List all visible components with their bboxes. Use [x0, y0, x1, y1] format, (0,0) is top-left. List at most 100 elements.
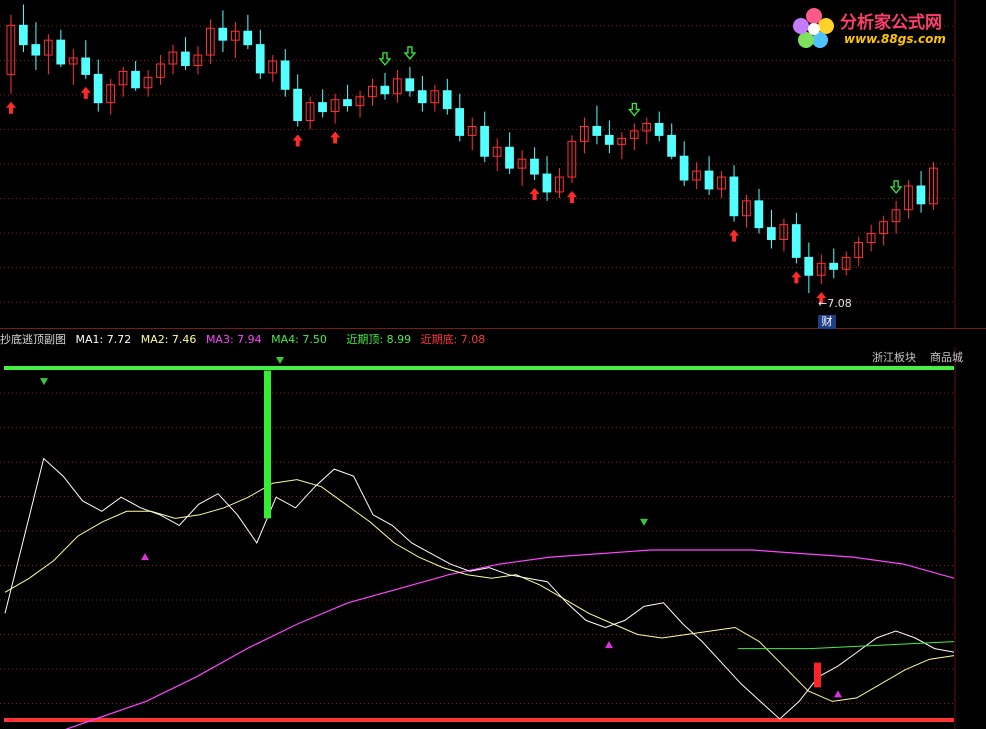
- candle-body: [355, 96, 365, 107]
- sell-triangle-icon: [40, 378, 48, 386]
- candle-body: [642, 122, 652, 132]
- sell-triangle-icon: [276, 356, 284, 364]
- candle-body: [766, 227, 776, 241]
- ma1-line: [4, 457, 955, 720]
- low-price-value: 7.08: [827, 297, 852, 310]
- candle-body: [791, 224, 801, 258]
- candle-body: [555, 176, 564, 193]
- site-name: 分析家公式网: [840, 13, 942, 33]
- candle-body: [617, 137, 627, 145]
- candle-body: [268, 60, 278, 74]
- candle-body: [742, 200, 751, 217]
- candle-body: [43, 39, 53, 56]
- buy-arrow-icon: [529, 188, 540, 201]
- candle-body: [430, 90, 440, 104]
- site-url: www.88gs.com: [844, 32, 946, 46]
- panel-divider[interactable]: [0, 328, 986, 329]
- candle-body: [392, 78, 402, 95]
- candle-body: [218, 27, 228, 41]
- candle-body: [505, 146, 514, 169]
- candle-body: [804, 256, 814, 276]
- sell-arrow-icon: [403, 46, 417, 60]
- buy-arrow-icon: [5, 101, 16, 114]
- candle-body: [230, 30, 240, 41]
- price-chart[interactable]: [0, 0, 986, 328]
- near-bottom-readout: 近期底: 7.08: [420, 333, 486, 346]
- candle-body: [480, 125, 489, 157]
- ma1-readout: MA1: 7.72: [75, 333, 132, 346]
- buy-triangle-icon: [141, 553, 149, 561]
- candle-body: [679, 155, 689, 181]
- candle-body: [442, 90, 452, 110]
- candle-body: [816, 262, 826, 276]
- buy-arrow-icon: [80, 86, 91, 99]
- candle-body: [205, 27, 215, 56]
- sell-arrow-icon: [378, 52, 392, 66]
- candle-body: [754, 200, 764, 229]
- candle-body: [293, 88, 302, 122]
- candle-body: [343, 99, 352, 107]
- buy-arrow-icon: [816, 292, 827, 305]
- candle-body: [368, 85, 377, 98]
- candle-body: [31, 44, 41, 56]
- candle-body: [56, 39, 66, 65]
- flower-logo-icon: [793, 8, 834, 48]
- ma2-readout: MA2: 7.46: [140, 333, 197, 346]
- candle-body: [455, 108, 465, 136]
- candle-body: [717, 176, 726, 190]
- candle-body: [530, 158, 539, 175]
- candle-body: [866, 233, 876, 244]
- candle-body: [704, 170, 714, 190]
- candle-body: [156, 63, 165, 78]
- candle-body: [68, 57, 78, 65]
- candle-body: [417, 90, 427, 104]
- ma3-line: [64, 549, 955, 729]
- candle-body: [181, 51, 190, 66]
- candle-body: [81, 57, 91, 75]
- sector-tag[interactable]: 浙江板块: [872, 351, 916, 364]
- candle-body: [380, 85, 390, 95]
- candle-body: [829, 262, 839, 270]
- sell-triangle-icon: [640, 518, 648, 526]
- candle-body: [916, 185, 926, 205]
- bottom-signal-bar: [814, 662, 821, 688]
- candle-body: [654, 122, 664, 136]
- candle-body: [330, 99, 340, 113]
- candle-body: [106, 84, 115, 104]
- candle-body: [193, 54, 203, 66]
- candle-body: [854, 242, 863, 258]
- candle-body: [879, 221, 888, 235]
- candle-body: [667, 134, 676, 157]
- sell-arrow-icon: [627, 102, 641, 117]
- ma4-line: [738, 641, 955, 650]
- buy-triangle-icon: [605, 641, 613, 649]
- indicator-header: 抄底逃顶副图 MA1: 7.72 MA2: 7.46 MA3: 7.94 MA4…: [0, 331, 491, 347]
- near-top-readout: 近期顶: 8.99: [346, 333, 412, 346]
- candle-body: [243, 30, 253, 46]
- candle-body: [891, 209, 901, 223]
- candle-body: [729, 176, 739, 217]
- candle-body: [168, 51, 178, 65]
- ma2-line: [4, 479, 955, 702]
- candle-body: [604, 134, 614, 145]
- top-signal-bar: [264, 370, 271, 519]
- sell-arrow-icon: [889, 180, 903, 194]
- candle-body: [467, 125, 477, 136]
- candle-body: [579, 125, 589, 142]
- candle-body: [6, 24, 16, 75]
- low-price-label: ←7.08: [818, 297, 852, 310]
- candle-body: [318, 102, 327, 113]
- candle-body: [18, 24, 28, 46]
- ma4-readout: MA4: 7.50: [271, 333, 327, 346]
- indicator-chart[interactable]: [0, 347, 986, 729]
- buy-triangle-icon: [834, 690, 842, 698]
- candle-body: [592, 125, 602, 136]
- finance-marker-badge[interactable]: 财: [818, 315, 836, 329]
- candle-body: [280, 60, 290, 90]
- site-logo: 分析家公式网 www.88gs.com: [790, 4, 980, 54]
- indicator-title: 抄底逃顶副图: [0, 333, 66, 346]
- candle-body: [255, 44, 265, 74]
- candle-body: [492, 146, 502, 157]
- industry-tag[interactable]: 商品城: [930, 351, 963, 364]
- candle-body: [131, 70, 140, 89]
